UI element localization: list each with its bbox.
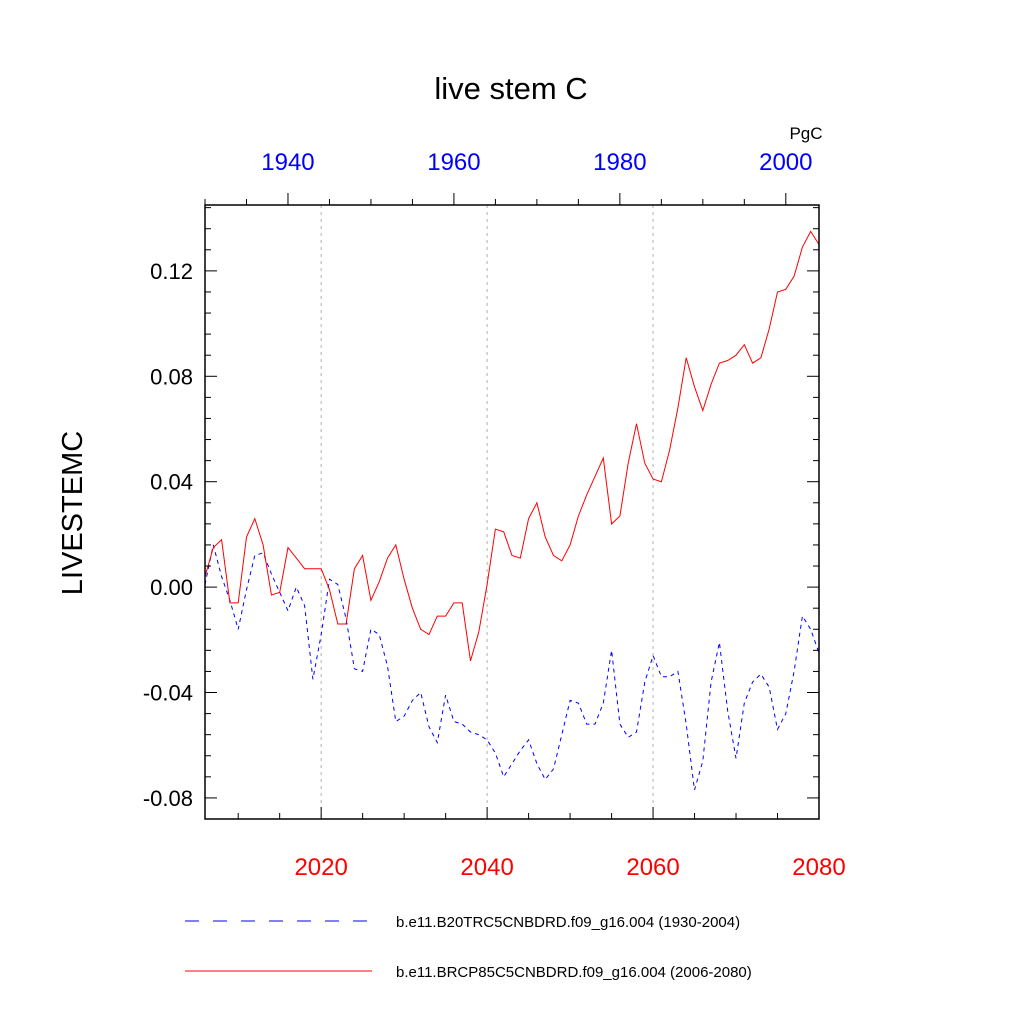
x-bottom-tick-label: 2020: [294, 854, 347, 881]
axes-layer: -0.08 -0.04 0.00 0.04 0.08 0.12 2020 2040 2060 20…: [143, 149, 846, 881]
series-line-2: [204, 230, 820, 662]
chart-title: live stem C: [434, 71, 587, 106]
x-top-tick-label: 1940: [261, 149, 314, 176]
x-bottom-tick-label: 2040: [460, 854, 513, 881]
units-label: PgC: [789, 124, 822, 143]
y-axis-label: LIVESTEMC: [57, 431, 89, 595]
plot-frame: [204, 204, 820, 820]
gridlines: [320, 205, 654, 819]
y-tick-label: -0.04: [143, 681, 193, 706]
series-layer: [204, 230, 820, 791]
legend: b.e11.B20TRC5CNBDRD.f09_g16.004 (1930-20…: [185, 914, 752, 981]
legend-label-2: b.e11.BRCP85C5CNBDRD.f09_g16.004 (2006-2…: [396, 964, 752, 981]
series-line-1: [204, 544, 820, 791]
y-tick-label: -0.08: [143, 786, 193, 811]
x-top-tick-label: 2000: [759, 149, 812, 176]
legend-label-1: b.e11.B20TRC5CNBDRD.f09_g16.004 (1930-20…: [396, 914, 740, 931]
y-tick-label: 0.00: [150, 575, 193, 600]
x-top-tick-label: 1960: [427, 149, 480, 176]
y-tick-label: 0.08: [150, 364, 193, 389]
y-tick-label: 0.12: [150, 259, 193, 284]
y-tick-label: 0.04: [150, 470, 193, 495]
x-top-tick-label: 1980: [593, 149, 646, 176]
x-bottom-tick-label: 2060: [626, 854, 679, 881]
x-bottom-tick-label: 2080: [792, 854, 845, 881]
